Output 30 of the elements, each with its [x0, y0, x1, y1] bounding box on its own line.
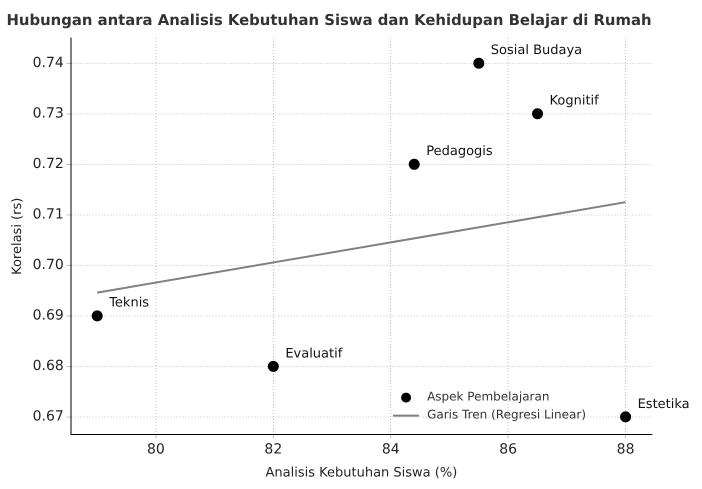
point	[473, 58, 484, 69]
y-tick-label: 0.70	[32, 256, 64, 273]
y-tick-label: 0.68	[32, 358, 64, 374]
y-tick-label: 0.71	[32, 206, 64, 222]
annotation: Estetika	[638, 396, 690, 412]
y-tick-label: 0.74	[32, 54, 64, 71]
y-tick-label: 0.67	[32, 408, 64, 425]
legend-label: Garis Tren (Regresi Linear)	[427, 408, 586, 422]
x-tick-label: 80	[146, 442, 165, 458]
x-tick-label: 82	[264, 442, 282, 458]
y-tick-label: 0.72	[32, 156, 64, 172]
point	[620, 411, 632, 422]
point	[268, 360, 279, 372]
x-tick-label: 84	[382, 442, 400, 458]
x-tick-label: 86	[499, 442, 518, 458]
point	[532, 108, 544, 120]
annotation: Evaluatif	[285, 346, 343, 362]
x-axis-title: Analisis Kebutuhan Siswa (%)	[266, 466, 458, 481]
y-tick-label: 0.73	[32, 105, 64, 122]
chart-title: Hubungan antara Analisis Kebutuhan Siswa dan Kehidupan Belajar di Rumah	[6, 10, 652, 29]
annotation: Sosial Budaya	[490, 43, 582, 58]
point	[408, 158, 420, 170]
y-tick-label: 0.69	[32, 308, 64, 324]
y-axis-title: Korelasi (rs)	[10, 198, 26, 275]
annotation: Pedagogis	[426, 144, 493, 160]
annotation: Kognitif	[550, 94, 600, 109]
legend-label: Aspek Pembelajaran	[427, 390, 550, 404]
x-tick-label: 88	[616, 442, 634, 458]
point	[92, 310, 103, 322]
annotation: Teknis	[108, 296, 150, 311]
